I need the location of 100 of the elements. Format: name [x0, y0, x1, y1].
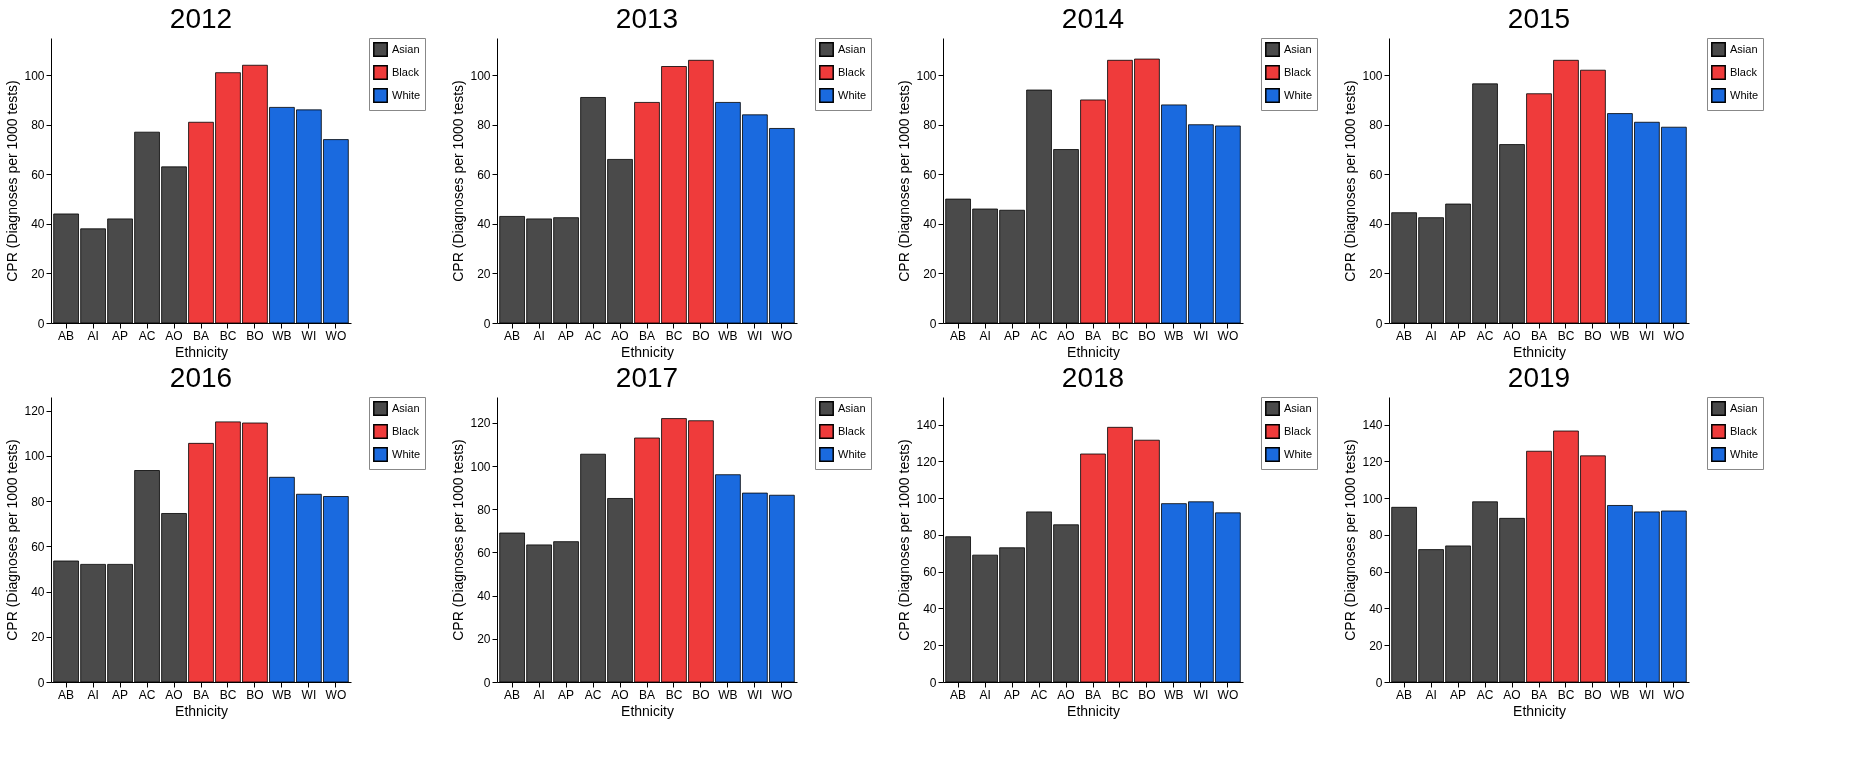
- legend-label: Black: [1284, 65, 1312, 78]
- x-tick-label: BC: [665, 687, 683, 702]
- x-tick-label: AP: [112, 687, 129, 702]
- y-axis-title: CPR (Diagnoses per 1000 tests): [1342, 80, 1359, 282]
- y-tick-label: 140: [916, 418, 937, 433]
- x-tick-label: AI: [87, 328, 99, 343]
- x-tick-label: AO: [1503, 328, 1521, 343]
- x-tick-label: BA: [192, 687, 210, 702]
- x-tick-label: WI: [301, 328, 317, 343]
- y-axis-title: CPR (Diagnoses per 1000 tests): [896, 439, 913, 641]
- x-tick-label: WO: [771, 687, 793, 702]
- x-tick-label: BO: [246, 328, 264, 343]
- y-tick-label: 0: [37, 316, 45, 331]
- x-tick-label: AP: [1450, 328, 1467, 343]
- x-tick-label: BC: [665, 328, 683, 343]
- x-axis-title: Ethnicity: [1067, 702, 1120, 719]
- y-tick-label: 100: [916, 68, 937, 83]
- y-tick-label: 80: [923, 528, 937, 543]
- y-tick-label: 40: [31, 585, 45, 600]
- x-tick-label: AB: [504, 328, 521, 343]
- y-tick-label: 140: [1362, 418, 1383, 433]
- x-tick-label: BA: [1530, 687, 1548, 702]
- y-tick-label: 60: [923, 565, 937, 580]
- y-tick-label: 40: [1369, 601, 1383, 616]
- y-tick-label: 40: [1369, 217, 1383, 232]
- y-axis-title: CPR (Diagnoses per 1000 tests): [450, 80, 467, 282]
- legend-label: Asian: [1284, 401, 1312, 414]
- y-tick-label: 100: [1362, 68, 1383, 83]
- x-tick-label: AO: [611, 687, 629, 702]
- y-axis-title: CPR (Diagnoses per 1000 tests): [4, 80, 21, 282]
- x-tick-label: AI: [979, 328, 991, 343]
- x-tick-label: AP: [558, 328, 575, 343]
- legend-label: Asian: [838, 42, 866, 55]
- legend-label: Asian: [392, 401, 420, 414]
- x-tick-label: BA: [1084, 687, 1102, 702]
- x-tick-label: AO: [1503, 687, 1521, 702]
- y-tick-label: 120: [470, 416, 491, 431]
- legend-label: Asian: [838, 401, 866, 414]
- x-tick-label: AC: [138, 328, 156, 343]
- x-tick-label: AI: [1425, 328, 1437, 343]
- x-tick-label: WI: [747, 687, 763, 702]
- x-tick-label: AI: [533, 687, 545, 702]
- x-tick-label: BC: [1111, 328, 1129, 343]
- x-tick-label: AI: [979, 687, 991, 702]
- y-tick-label: 0: [929, 316, 937, 331]
- x-tick-label: WI: [1639, 328, 1655, 343]
- x-tick-label: BC: [219, 687, 237, 702]
- y-tick-label: 40: [477, 589, 491, 604]
- legend-label: White: [838, 447, 867, 460]
- x-tick-label: AP: [1004, 687, 1021, 702]
- x-tick-label: AO: [165, 687, 183, 702]
- y-tick-label: 20: [923, 266, 937, 281]
- chart-title: 2014: [1061, 2, 1125, 34]
- x-tick-label: BC: [219, 328, 237, 343]
- y-tick-label: 80: [1369, 118, 1383, 133]
- legend-label: Black: [1284, 424, 1312, 437]
- x-tick-label: BA: [192, 328, 210, 343]
- legend-label: White: [392, 447, 421, 460]
- x-tick-label: BA: [638, 687, 656, 702]
- x-tick-label: WB: [1610, 328, 1630, 343]
- y-tick-label: 100: [24, 449, 45, 464]
- legend-label: Asian: [1730, 401, 1758, 414]
- x-axis-title: Ethnicity: [175, 343, 228, 360]
- x-tick-label: BO: [692, 328, 710, 343]
- y-tick-label: 60: [477, 545, 491, 560]
- x-tick-label: AC: [1476, 687, 1494, 702]
- x-tick-label: AO: [1057, 328, 1075, 343]
- y-tick-label: 40: [923, 601, 937, 616]
- x-axis-title: Ethnicity: [1513, 702, 1566, 719]
- legend-label: Asian: [1730, 42, 1758, 55]
- y-tick-label: 80: [1369, 528, 1383, 543]
- x-tick-label: AO: [611, 328, 629, 343]
- y-tick-label: 0: [929, 675, 937, 690]
- y-axis-title: CPR (Diagnoses per 1000 tests): [450, 439, 467, 641]
- y-tick-label: 0: [483, 675, 491, 690]
- x-tick-label: AC: [138, 687, 156, 702]
- x-tick-label: WI: [1193, 328, 1209, 343]
- x-tick-label: AP: [558, 687, 575, 702]
- x-tick-label: WO: [325, 687, 347, 702]
- x-axis-title: Ethnicity: [175, 702, 228, 719]
- y-tick-label: 60: [923, 167, 937, 182]
- y-tick-label: 40: [477, 217, 491, 232]
- x-tick-label: BO: [1138, 328, 1156, 343]
- x-tick-label: WB: [718, 687, 738, 702]
- x-axis-title: Ethnicity: [1067, 343, 1120, 360]
- y-tick-label: 20: [1369, 266, 1383, 281]
- y-tick-label: 100: [916, 491, 937, 506]
- legend-label: Black: [392, 424, 420, 437]
- x-tick-label: WB: [272, 687, 292, 702]
- y-tick-label: 60: [1369, 167, 1383, 182]
- y-axis-title: CPR (Diagnoses per 1000 tests): [896, 80, 913, 282]
- y-tick-label: 20: [31, 266, 45, 281]
- x-tick-label: WO: [325, 328, 347, 343]
- x-tick-label: BC: [1111, 687, 1129, 702]
- x-tick-label: WI: [1193, 687, 1209, 702]
- y-tick-label: 60: [477, 167, 491, 182]
- x-tick-label: AB: [950, 328, 967, 343]
- x-tick-label: AB: [1396, 687, 1413, 702]
- legend-label: Asian: [1284, 42, 1312, 55]
- y-tick-label: 0: [1375, 675, 1383, 690]
